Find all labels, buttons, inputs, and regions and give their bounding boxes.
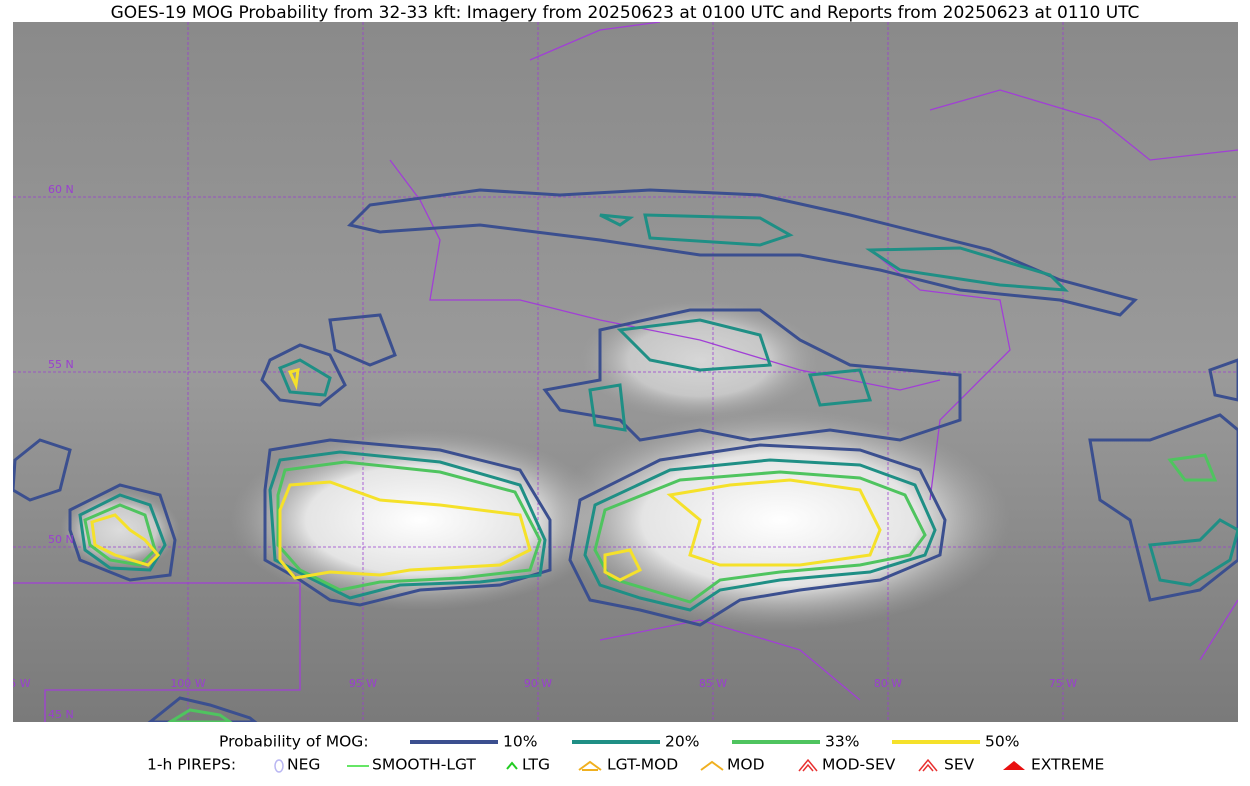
lon-label: 80 W	[874, 677, 902, 690]
lon-label: 85 W	[699, 677, 727, 690]
legend-label: EXTREME	[1031, 756, 1104, 774]
legend-label: 20%	[665, 733, 699, 751]
pirep-icon	[274, 759, 284, 773]
pirep-icon	[1003, 761, 1025, 770]
lat-label: 55 N	[48, 358, 74, 371]
lon-label: 90 W	[524, 677, 552, 690]
map: 60 N 55 N 50 N 45 N 105 W 100 W 95 W 90 W 85 W 80…	[0, 22, 1238, 722]
pirep-icon	[918, 758, 938, 772]
lon-label: 100 W	[170, 677, 205, 690]
legend-label: SEV	[944, 756, 975, 774]
legend-label: MOD-SEV	[822, 756, 896, 774]
legend-label: 33%	[825, 733, 859, 751]
legend-label: LGT-MOD	[607, 756, 678, 774]
lon-label: 75 W	[1049, 677, 1077, 690]
legend-label: MOD	[727, 756, 765, 774]
lon-label: 105 W	[0, 677, 31, 690]
legend-label: 10%	[503, 733, 537, 751]
legend-title: 1-h PIREPS:	[147, 756, 236, 774]
pirep-icon	[578, 760, 602, 771]
lat-label: 60 N	[48, 183, 74, 196]
title: GOES-19 MOG Probability from 32-33 kft: …	[111, 3, 1140, 23]
pirep-icon	[700, 760, 724, 771]
legend-label: 50%	[985, 733, 1019, 751]
legend-title: Probability of MOG:	[219, 733, 369, 751]
lon-label: 95 W	[349, 677, 377, 690]
legend-label: SMOOTH-LGT	[372, 756, 476, 774]
lat-label: 45 N	[48, 708, 74, 721]
legend-label: LTG	[522, 756, 550, 774]
pirep-icon	[506, 761, 518, 770]
legend-label: NEG	[287, 756, 320, 774]
pirep-icon	[798, 758, 818, 772]
lat-label: 50 N	[48, 533, 74, 546]
